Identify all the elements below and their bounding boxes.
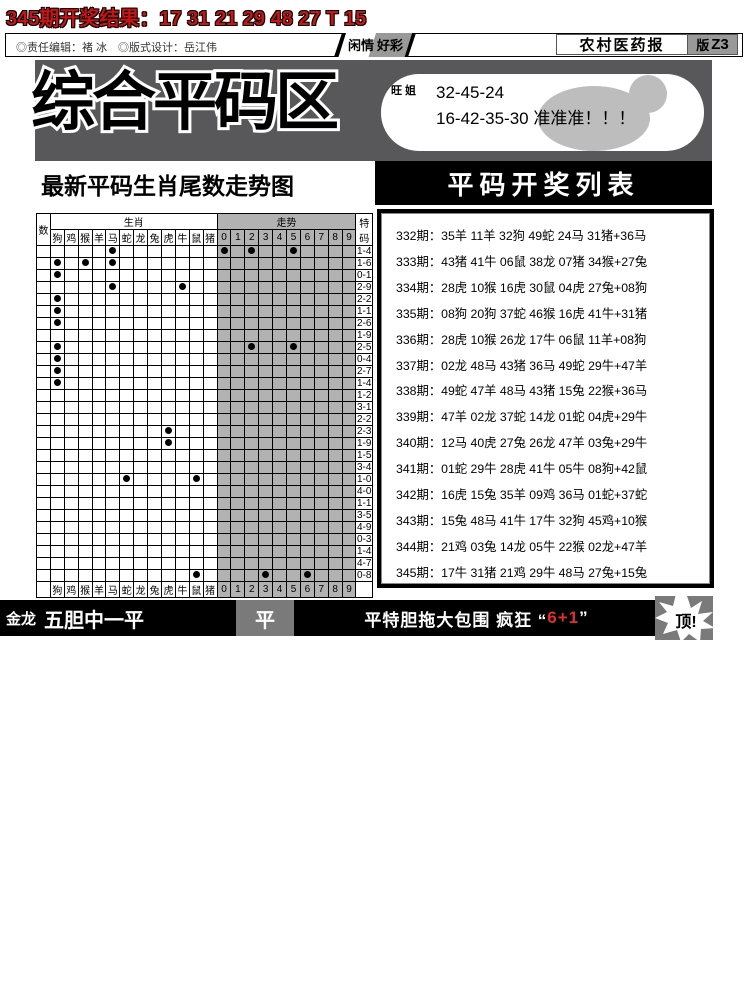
svg-text:闲情: 闲情	[348, 38, 374, 53]
svg-text:好彩: 好彩	[376, 38, 403, 53]
svg-text:顶!: 顶!	[675, 613, 696, 631]
